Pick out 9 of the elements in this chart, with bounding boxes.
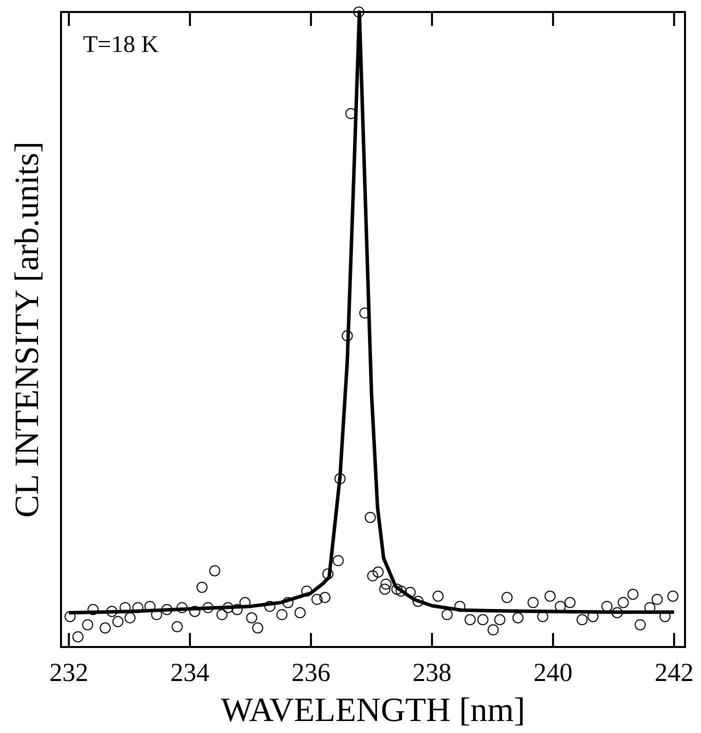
x-tick-label: 238 bbox=[412, 658, 452, 687]
x-tick-label: 240 bbox=[534, 658, 573, 687]
x-tick-label: 236 bbox=[291, 658, 330, 687]
x-tick-label: 234 bbox=[170, 658, 210, 687]
x-tick-label: 232 bbox=[49, 658, 88, 687]
x-tick-label: 242 bbox=[654, 658, 694, 687]
y-axis-title: CL INTENSITY [arb.units] bbox=[9, 141, 46, 518]
annotation: T=18 K bbox=[83, 32, 160, 58]
x-axis-title: WAVELENGTH [nm] bbox=[220, 692, 526, 729]
